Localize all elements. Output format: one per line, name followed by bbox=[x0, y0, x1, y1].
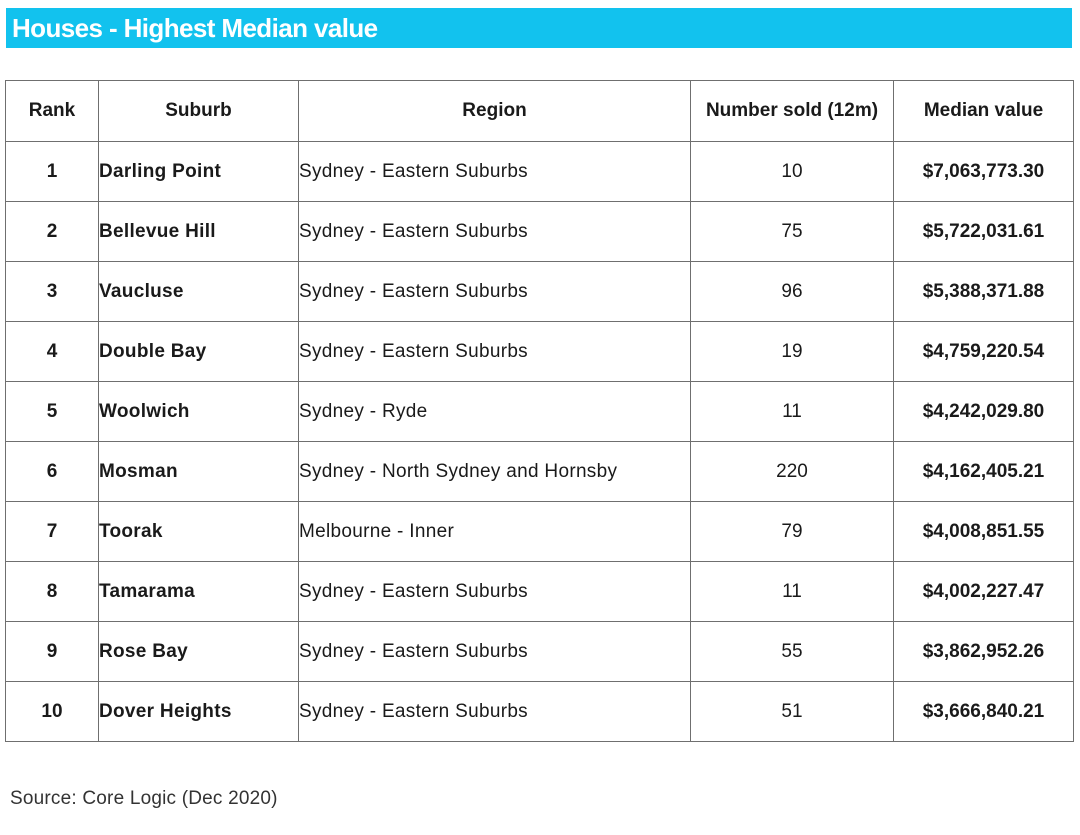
region-cell: Melbourne - Inner bbox=[298, 501, 691, 562]
region-cell: Sydney - Eastern Suburbs bbox=[298, 321, 691, 382]
table-row: 8 Tamarama Sydney - Eastern Suburbs 11 $… bbox=[5, 561, 1074, 622]
header-median-value: Median value bbox=[893, 80, 1074, 142]
number-sold-cell: 51 bbox=[690, 681, 894, 742]
number-sold-cell: 75 bbox=[690, 201, 894, 262]
region-cell: Sydney - Eastern Suburbs bbox=[298, 261, 691, 322]
rank-cell: 6 bbox=[5, 441, 99, 502]
page-title: Houses - Highest Median value bbox=[12, 12, 378, 43]
suburb-cell: Rose Bay bbox=[98, 621, 299, 682]
region-cell: Sydney - Eastern Suburbs bbox=[298, 621, 691, 682]
table-row: 9 Rose Bay Sydney - Eastern Suburbs 55 $… bbox=[5, 621, 1074, 682]
median-value-cell: $5,388,371.88 bbox=[893, 261, 1074, 322]
rank-cell: 5 bbox=[5, 381, 99, 442]
number-sold-cell: 10 bbox=[690, 141, 894, 202]
table-row: 2 Bellevue Hill Sydney - Eastern Suburbs… bbox=[5, 201, 1074, 262]
rank-cell: 1 bbox=[5, 141, 99, 202]
suburb-cell: Dover Heights bbox=[98, 681, 299, 742]
table-row: 5 Woolwich Sydney - Ryde 11 $4,242,029.8… bbox=[5, 381, 1074, 442]
number-sold-cell: 11 bbox=[690, 561, 894, 622]
rank-cell: 9 bbox=[5, 621, 99, 682]
header-row: Rank Suburb Region Number sold (12m) Med… bbox=[5, 80, 1074, 142]
header-rank: Rank bbox=[5, 80, 99, 142]
table-row: 7 Toorak Melbourne - Inner 79 $4,008,851… bbox=[5, 501, 1074, 562]
header-number-sold: Number sold (12m) bbox=[690, 80, 894, 142]
median-value-cell: $7,063,773.30 bbox=[893, 141, 1074, 202]
median-value-cell: $3,666,840.21 bbox=[893, 681, 1074, 742]
header-suburb: Suburb bbox=[98, 80, 299, 142]
table-row: 6 Mosman Sydney - North Sydney and Horns… bbox=[5, 441, 1074, 502]
rank-cell: 3 bbox=[5, 261, 99, 322]
suburb-cell: Woolwich bbox=[98, 381, 299, 442]
median-value-cell: $4,242,029.80 bbox=[893, 381, 1074, 442]
title-bar: Houses - Highest Median value bbox=[6, 8, 1072, 48]
suburb-cell: Darling Point bbox=[98, 141, 299, 202]
table-row: 10 Dover Heights Sydney - Eastern Suburb… bbox=[5, 681, 1074, 742]
rank-cell: 8 bbox=[5, 561, 99, 622]
region-cell: Sydney - Eastern Suburbs bbox=[298, 681, 691, 742]
median-value-cell: $4,162,405.21 bbox=[893, 441, 1074, 502]
rank-cell: 4 bbox=[5, 321, 99, 382]
region-cell: Sydney - Eastern Suburbs bbox=[298, 141, 691, 202]
median-value-cell: $3,862,952.26 bbox=[893, 621, 1074, 682]
region-cell: Sydney - Ryde bbox=[298, 381, 691, 442]
rank-cell: 7 bbox=[5, 501, 99, 562]
table-row: 1 Darling Point Sydney - Eastern Suburbs… bbox=[5, 141, 1074, 202]
region-cell: Sydney - Eastern Suburbs bbox=[298, 561, 691, 622]
median-value-cell: $4,002,227.47 bbox=[893, 561, 1074, 622]
rank-cell: 2 bbox=[5, 201, 99, 262]
region-cell: Sydney - North Sydney and Hornsby bbox=[298, 441, 691, 502]
table-row: 3 Vaucluse Sydney - Eastern Suburbs 96 $… bbox=[5, 261, 1074, 322]
median-value-table: Rank Suburb Region Number sold (12m) Med… bbox=[5, 80, 1074, 742]
median-value-cell: $4,008,851.55 bbox=[893, 501, 1074, 562]
number-sold-cell: 79 bbox=[690, 501, 894, 562]
median-value-cell: $4,759,220.54 bbox=[893, 321, 1074, 382]
header-region: Region bbox=[298, 80, 691, 142]
suburb-cell: Double Bay bbox=[98, 321, 299, 382]
number-sold-cell: 220 bbox=[690, 441, 894, 502]
suburb-cell: Toorak bbox=[98, 501, 299, 562]
source-note: Source: Core Logic (Dec 2020) bbox=[10, 788, 278, 809]
suburb-cell: Tamarama bbox=[98, 561, 299, 622]
number-sold-cell: 11 bbox=[690, 381, 894, 442]
suburb-cell: Bellevue Hill bbox=[98, 201, 299, 262]
table-row: 4 Double Bay Sydney - Eastern Suburbs 19… bbox=[5, 321, 1074, 382]
median-value-cell: $5,722,031.61 bbox=[893, 201, 1074, 262]
suburb-cell: Vaucluse bbox=[98, 261, 299, 322]
region-cell: Sydney - Eastern Suburbs bbox=[298, 201, 691, 262]
number-sold-cell: 96 bbox=[690, 261, 894, 322]
number-sold-cell: 19 bbox=[690, 321, 894, 382]
number-sold-cell: 55 bbox=[690, 621, 894, 682]
suburb-cell: Mosman bbox=[98, 441, 299, 502]
rank-cell: 10 bbox=[5, 681, 99, 742]
